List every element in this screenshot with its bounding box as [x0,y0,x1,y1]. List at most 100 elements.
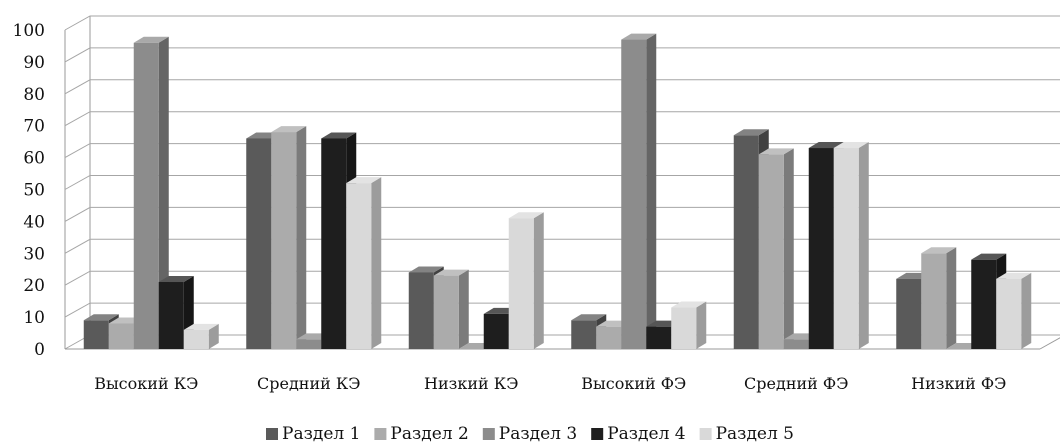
bar-top [83,314,119,321]
bar [833,148,859,349]
legend-item: Раздел 4 [591,424,686,444]
bar-side [158,36,169,349]
bar-top [433,269,469,276]
bar-side [371,177,382,349]
bar-side [533,212,544,349]
y-axis: 0 10 20 30 40 50 60 70 80 90 100 [13,21,45,360]
bar [83,320,109,349]
legend-item: Раздел 2 [374,424,469,444]
legend-swatch [374,428,387,440]
bar-top [133,36,169,43]
bar [246,138,272,349]
legend-swatch [482,428,495,440]
y-tick-label: 0 [34,340,45,360]
gridline [64,175,1060,190]
x-tick-label: Высокий КЭ [94,374,198,393]
bar [596,326,622,349]
y-tick-label: 60 [23,149,45,169]
bar [621,39,647,349]
chart-legend: Раздел 1 Раздел 2 Раздел 3 Раздел 4 Раздел 5 [266,424,794,444]
gridline [64,143,1060,159]
x-tick-label: Низкий КЭ [424,374,518,393]
bar-top [971,253,1007,260]
bar [896,278,922,349]
bar-side [1021,272,1032,349]
bar-top [508,212,544,219]
bar [971,259,997,349]
bar [671,307,697,349]
bar-top [758,148,794,155]
legend-swatch [699,428,712,440]
bar-side [696,301,707,349]
x-tick-label: Высокий ФЭ [581,374,686,393]
bar-top [921,247,957,254]
bar-top [621,33,657,40]
gridline [64,238,1060,254]
y-tick-label: 80 [23,85,45,105]
bar [183,329,209,349]
floor-side-edge [1039,337,1060,350]
bar [346,183,372,349]
y-tick-label: 40 [23,212,45,232]
legend-item: Раздел 1 [266,424,360,444]
legend-label: Раздел 4 [607,424,685,444]
bar [733,135,759,349]
bar [433,275,459,349]
bar [921,253,947,349]
legend-label: Раздел 5 [716,424,794,444]
y-tick-label: 50 [23,181,45,201]
bar [758,154,784,349]
bar [296,339,322,349]
bar [158,282,184,349]
bar [483,313,509,349]
bar-top [408,266,444,273]
gridline [64,15,1060,31]
x-tick-label: Средний КЭ [257,374,361,393]
bar-side [296,126,307,349]
bar-top [671,301,707,308]
legend-swatch [266,428,278,440]
legend-label: Раздел 3 [499,424,577,444]
y-tick-label: 100 [13,21,45,41]
gridline [64,111,1060,127]
chart-bars [83,33,1032,349]
y-tick-label: 20 [23,276,45,296]
x-axis-labels: Высокий КЭ Средний КЭ Низкий КЭ Высокий ФЭ С… [94,374,1006,393]
bar-side [646,33,657,349]
y-tick-label: 70 [23,117,45,137]
legend-label: Раздел 1 [282,424,360,444]
bar-side [208,323,219,349]
bar [646,326,672,349]
chart-gridlines [64,15,1060,350]
legend-label: Раздел 2 [390,424,468,444]
legend-item: Раздел 5 [699,424,794,444]
bar-top [346,177,382,184]
bar-top [996,272,1032,279]
bar-top [833,142,869,149]
y-tick-label: 30 [23,244,45,264]
bar [321,138,347,349]
bar [271,132,297,349]
bar [808,148,834,349]
gridline [64,47,1060,63]
legend-item: Раздел 3 [482,424,577,444]
bar-top [183,323,219,330]
bar [133,42,159,349]
y-tick-label: 90 [23,53,45,73]
bar [408,272,434,349]
gridline [64,206,1060,222]
legend-swatch [591,428,604,440]
bar [508,218,534,349]
bar-top [271,126,307,133]
bar-top [733,129,769,136]
x-tick-label: Средний ФЭ [744,374,848,393]
bar-top [321,132,357,139]
bar-top [158,276,194,283]
bar-side [858,142,869,349]
gridline [64,79,1060,95]
bar-side [458,269,469,349]
bar [108,323,134,349]
x-tick-label: Низкий ФЭ [911,374,1006,393]
bar [571,320,597,349]
